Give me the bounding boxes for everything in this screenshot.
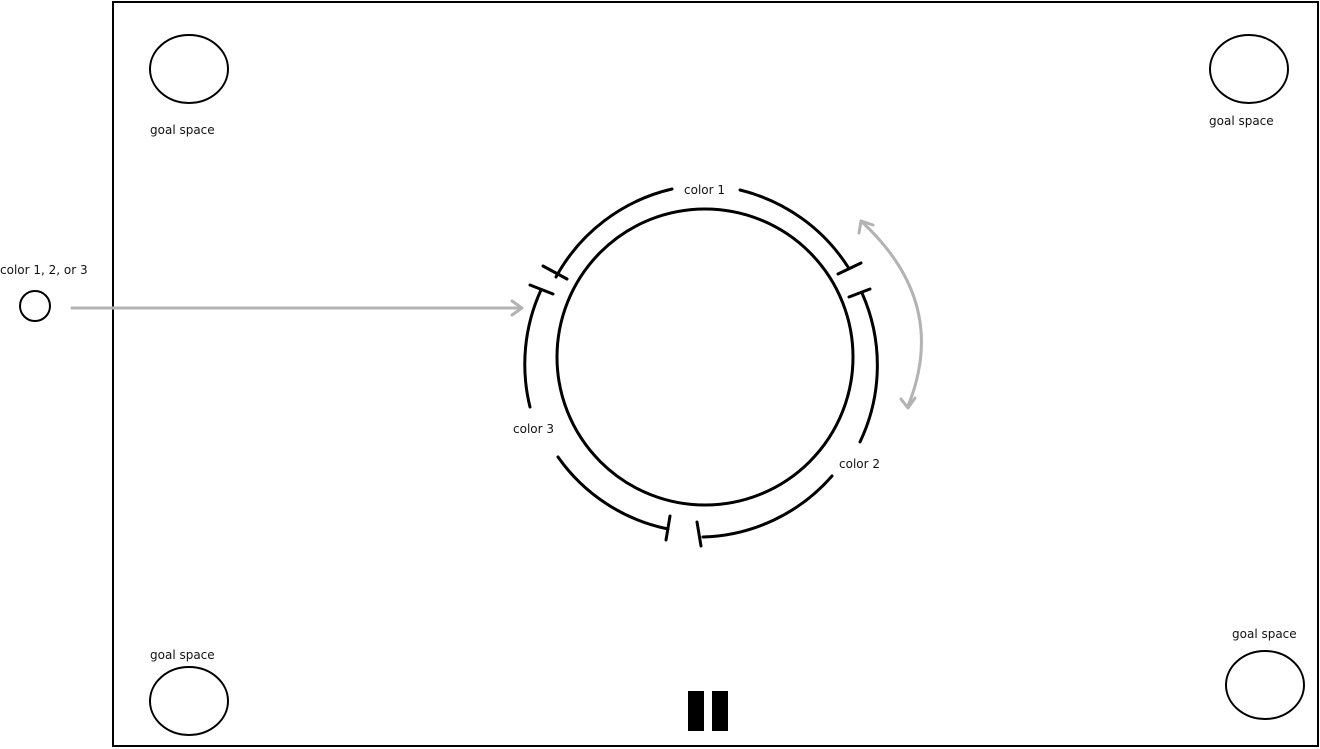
segment-end-cap [528,283,555,296]
goal-space-label: goal space [1209,114,1274,128]
segment-end-cap [836,261,863,276]
segment-arc-upper-part [523,288,543,409]
goal-space-label: goal space [1232,627,1297,641]
goal-space-label: goal space [150,123,215,137]
ball-circle [19,290,51,322]
arrowhead-icon [857,219,875,235]
segment-arc-lower-part [701,474,834,539]
goal-circle [149,34,229,104]
segment-label: color 3 [513,422,554,436]
goal-space-top-right: goal space [1209,34,1289,128]
pause-icon [712,691,728,731]
goal-circle [1225,650,1305,720]
rotate-arc [859,219,923,408]
segment-arc-upper-part [858,291,879,444]
pause-button[interactable] [688,691,728,731]
segment-arc-lower-part [556,455,670,531]
rotate-arrow-icon [857,219,923,410]
ball-label: color 1, 2, or 3 [0,263,88,277]
segment-end-cap [664,514,672,542]
segment-end-cap [541,264,569,281]
arrowhead-icon [899,396,917,410]
goal-circle [1209,34,1289,104]
goal-space-bottom-right: goal space [1225,627,1305,720]
ring-segment-color-1[interactable]: color 1 [541,183,863,281]
goal-space-label: goal space [150,648,215,662]
segment-arc-left-part [554,187,674,279]
segment-arc-right-part [738,188,850,269]
play-field-border [112,1,1319,747]
segment-label: color 1 [684,183,725,197]
pause-icon [688,691,704,731]
incoming-ball: color 1, 2, or 3 [0,263,88,322]
arrowhead-icon [510,299,524,317]
goal-space-top-left: goal space [149,34,229,137]
ring-segment-color-3[interactable]: color 3 [513,283,672,542]
goal-circle [149,666,229,736]
center-circle [555,207,855,507]
segment-end-cap [847,287,872,299]
segment-end-cap [695,520,703,548]
ring-segment-color-2[interactable]: color 2 [695,287,880,548]
trajectory-arrow [70,299,524,317]
goal-space-bottom-left: goal space [149,648,229,736]
segment-label: color 2 [839,457,880,471]
